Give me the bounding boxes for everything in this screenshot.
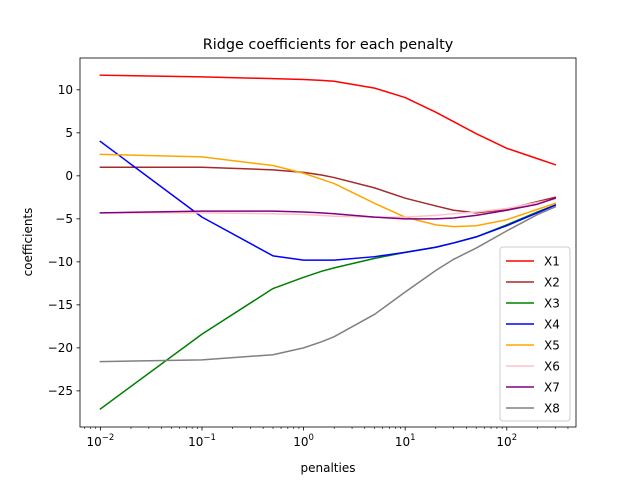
x-tick-label: 100 (293, 433, 314, 449)
x-tick-label-base: 10 (395, 435, 410, 449)
x-tick-label-base: 10 (86, 435, 101, 449)
x-tick-label: 10−2 (86, 433, 114, 449)
series-line-x4 (99, 140, 557, 261)
legend-label-x7: X7 (544, 380, 560, 394)
x-tick-label-exponent: 0 (309, 433, 314, 443)
y-tick-label: −25 (48, 384, 73, 398)
x-tick-label-exponent: −1 (203, 433, 216, 443)
chart-title: Ridge coefficients for each penalty (203, 37, 454, 53)
y-axis-label: coefficients (21, 208, 35, 277)
series-line-x7 (99, 197, 557, 220)
y-tick-label: −10 (48, 255, 73, 269)
y-tick-label: 5 (65, 126, 73, 140)
legend-label-x3: X3 (544, 296, 560, 310)
legend-label-x8: X8 (544, 401, 560, 415)
series-line-x2 (99, 166, 557, 214)
y-tick-label: 0 (65, 169, 73, 183)
legend: X1 X2 X3 X4 X5 X6 X7 X8 (499, 246, 571, 422)
series-line-x8 (99, 205, 557, 363)
x-tick-label: 10−1 (188, 433, 216, 449)
legend-label-x5: X5 (544, 338, 560, 352)
legend-box (499, 246, 571, 422)
x-tick-label-exponent: −2 (102, 433, 115, 443)
y-tick-label: −5 (55, 212, 73, 226)
legend-label-x2: X2 (544, 275, 560, 289)
y-tick-label: 10 (58, 83, 73, 97)
y-tick-label: −20 (48, 341, 73, 355)
axes-frame (79, 57, 577, 428)
x-tick-label-base: 10 (496, 435, 511, 449)
x-tick-label-exponent: 2 (512, 433, 517, 443)
legend-label-x1: X1 (544, 254, 560, 268)
legend-label-x6: X6 (544, 359, 560, 373)
x-tick-label: 102 (496, 433, 517, 449)
series-line-x6 (99, 198, 557, 218)
series-line-x5 (99, 153, 557, 228)
x-tick-label-base: 10 (188, 435, 203, 449)
x-tick-label: 101 (395, 433, 416, 449)
x-axis-label: penalties (301, 461, 356, 475)
y-tick-label: −15 (48, 298, 73, 312)
x-tick-label-base: 10 (293, 435, 308, 449)
x-tick-label-exponent: 1 (410, 433, 415, 443)
series-line-x1 (99, 74, 557, 166)
plot-area: 10−2 10−1 100 101 1021050−5−10−15−20−25X1X2X… (48, 57, 577, 449)
legend-label-x4: X4 (544, 317, 560, 331)
